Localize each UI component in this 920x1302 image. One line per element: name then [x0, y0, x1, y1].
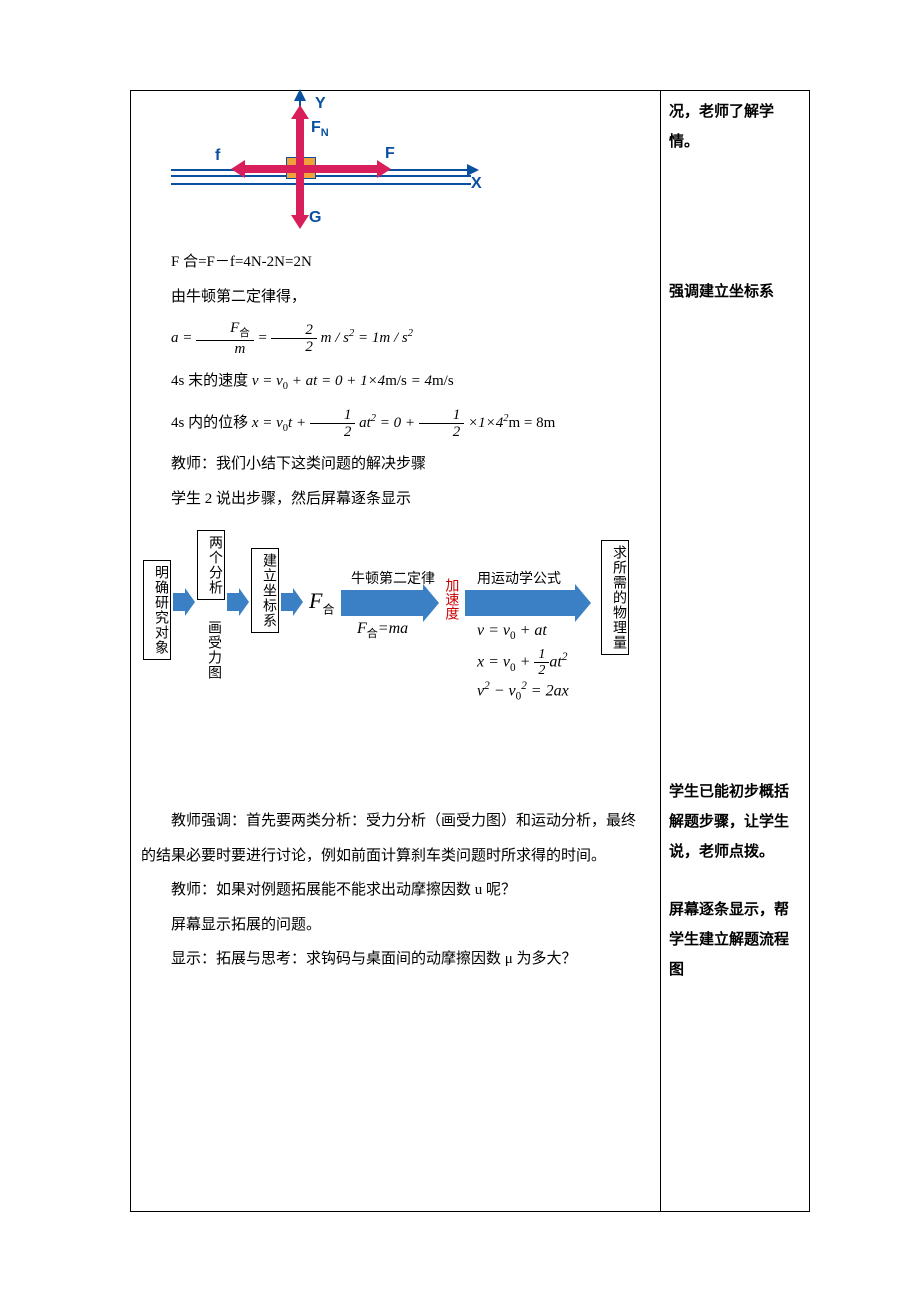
side-note-2: 强调建立坐标系 [669, 277, 801, 307]
arrow-icon [173, 593, 185, 611]
flow-kin-label: 用运动学公式 [477, 568, 561, 588]
ground-line [171, 183, 471, 185]
eq-velocity: 4s 末的速度 v = v0 + at = 0 + 1×4m/s = 4m/s [141, 363, 650, 399]
label-g: G [309, 209, 321, 227]
eq-newton-intro: 由牛顿第二定律得， [141, 280, 650, 315]
flowchart: 明确研究对象 两个分析 画受力图 建立坐标系 F合 牛顿第二定律 F合=ma 加… [141, 520, 641, 740]
flow-accel-label: 加速度 [443, 578, 458, 620]
label-force: F [385, 145, 395, 163]
side-note-1: 况，老师了解学情。 [669, 97, 801, 157]
flow-fma: F合=ma [357, 620, 408, 641]
vector-g [296, 167, 304, 219]
label-fn: FN [311, 119, 329, 139]
text-screen-show: 屏幕显示拓展的问题。 [141, 908, 650, 943]
arrow-kinematics [465, 590, 575, 616]
label-friction: f [215, 147, 220, 165]
text-teacher-extension: 教师：如果对例题拓展能不能求出动摩擦因数 u 呢？ [141, 873, 650, 908]
vector-friction [241, 165, 296, 173]
flow-box-analysis-a: 两个分析 [197, 530, 225, 600]
vector-fn [296, 115, 304, 167]
side-note-3: 学生已能初步概括解题步骤，让学生说，老师点拨。 [669, 777, 801, 867]
arrow-icon [227, 593, 239, 611]
vector-f [301, 165, 381, 173]
arrow-newton [341, 590, 423, 616]
flow-fnet: F合 [309, 588, 334, 617]
text-student2: 学生 2 说出步骤，然后屏幕逐条显示 [141, 482, 650, 517]
text-show-extension: 显示：拓展与思考：求钩码与桌面间的动摩擦因数 μ 为多大？ [141, 942, 650, 977]
label-x: X [471, 175, 482, 193]
eq-acceleration: a = F合m = 22 m / s2 = 1m / s2 [141, 320, 650, 357]
side-note-4: 屏幕逐条显示，帮学生建立解题流程图 [669, 895, 801, 985]
label-y: Y [315, 95, 326, 113]
flow-box-result: 求所需的物理量 [601, 540, 629, 655]
flow-box-analysis-b: 画受力图 [197, 616, 223, 684]
arrow-icon [281, 593, 293, 611]
text-teacher-summary: 教师：我们小结下这类问题的解决步骤 [141, 447, 650, 482]
flow-kin-eqs: v = v0 + at x = v0 + 12at2 v2 − v02 = 2a… [477, 618, 569, 706]
text-teacher-emphasis: 教师强调：首先要两类分析：受力分析（画受力图）和运动分析，最终的结果必要时要进行… [141, 804, 650, 873]
eq-displacement: 4s 内的位移 x = v0t + 12 at2 = 0 + 12 ×1×42m… [141, 405, 650, 441]
flow-box-object: 明确研究对象 [143, 560, 171, 660]
eq-fnet: F 合=F－f=4N-2N=2N [141, 245, 650, 280]
ground-line [171, 175, 471, 177]
force-diagram: Y FN f F X G [171, 97, 511, 237]
flow-box-coords: 建立坐标系 [251, 548, 279, 633]
